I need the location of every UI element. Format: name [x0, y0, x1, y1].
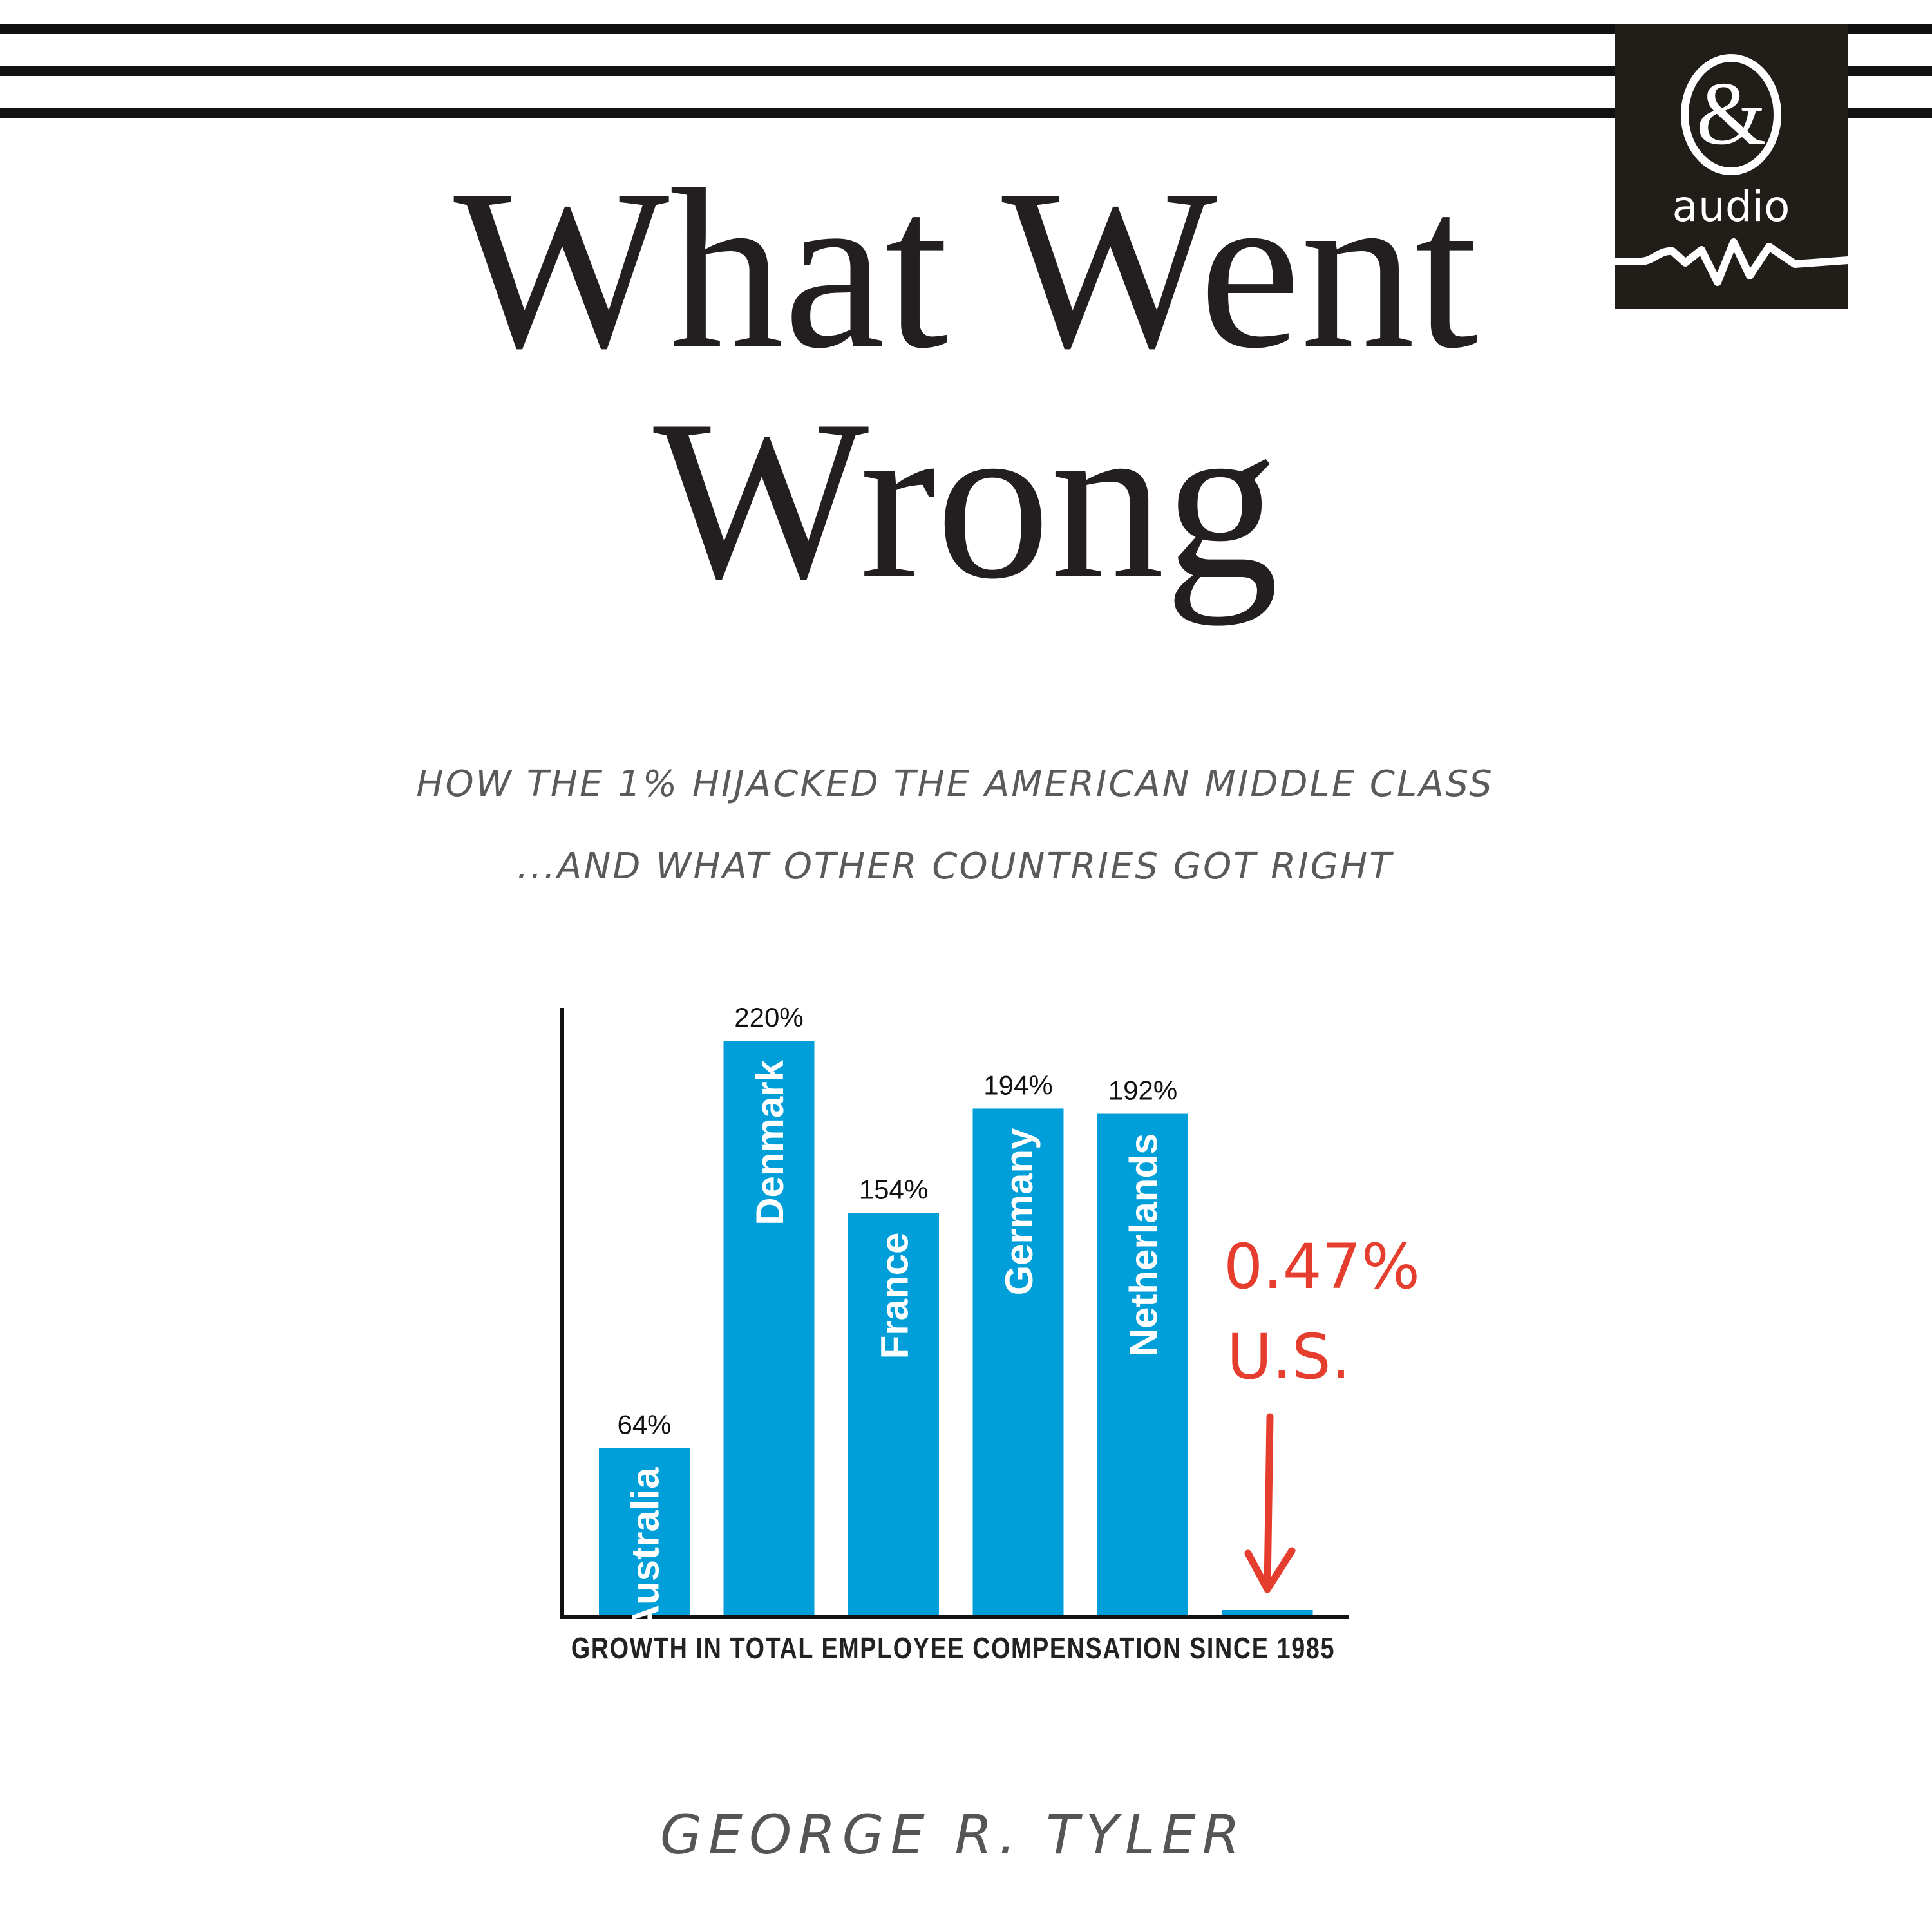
title-line-1: What Went	[453, 142, 1479, 395]
middle-rule	[0, 66, 1932, 76]
publisher-logo: & audio	[1615, 24, 1848, 309]
bar-australia	[599, 1448, 690, 1615]
bar-netherlands	[1097, 1113, 1188, 1615]
bottom-rule	[0, 108, 1932, 118]
subtitle-line-2: ...and what other countries got right	[516, 846, 1394, 887]
bar-germany	[972, 1108, 1064, 1615]
value-label: 192%	[1108, 1075, 1177, 1106]
category-label: France	[873, 1233, 916, 1359]
us-label-annotation: U.S.	[1227, 1321, 1350, 1393]
top-rule	[0, 24, 1932, 34]
category-label: Denmark	[748, 1059, 791, 1225]
bar-us	[1222, 1610, 1313, 1615]
waveform-icon	[1615, 238, 1848, 286]
bar-france	[848, 1213, 939, 1615]
bar-denmark	[723, 1041, 815, 1615]
value-label: 194%	[983, 1070, 1052, 1100]
logo-ring-icon	[1681, 54, 1781, 175]
x-axis-label: GROWTH IN TOTAL EMPLOYEE COMPENSATION SI…	[571, 1631, 1335, 1664]
value-label: 64%	[617, 1410, 671, 1440]
value-label: 220%	[734, 1002, 803, 1032]
category-label: Netherlands	[1122, 1133, 1166, 1357]
value-label: 154%	[859, 1175, 928, 1205]
us-annotation: 0.47% U.S.	[1224, 1231, 1420, 1593]
down-arrow-icon	[1244, 1413, 1296, 1593]
us-value-annotation: 0.47%	[1224, 1231, 1420, 1303]
category-label: Germany	[998, 1128, 1041, 1296]
author-name: GEORGE R. TYLER	[659, 1803, 1247, 1866]
ampersand-icon: &	[1696, 64, 1766, 164]
category-label: Australia	[624, 1467, 667, 1633]
subtitle-line-1: How the 1% hijacked the American middle …	[416, 763, 1494, 805]
logo-text: audio	[1672, 182, 1790, 231]
title-line-2: Wrong	[653, 373, 1279, 626]
